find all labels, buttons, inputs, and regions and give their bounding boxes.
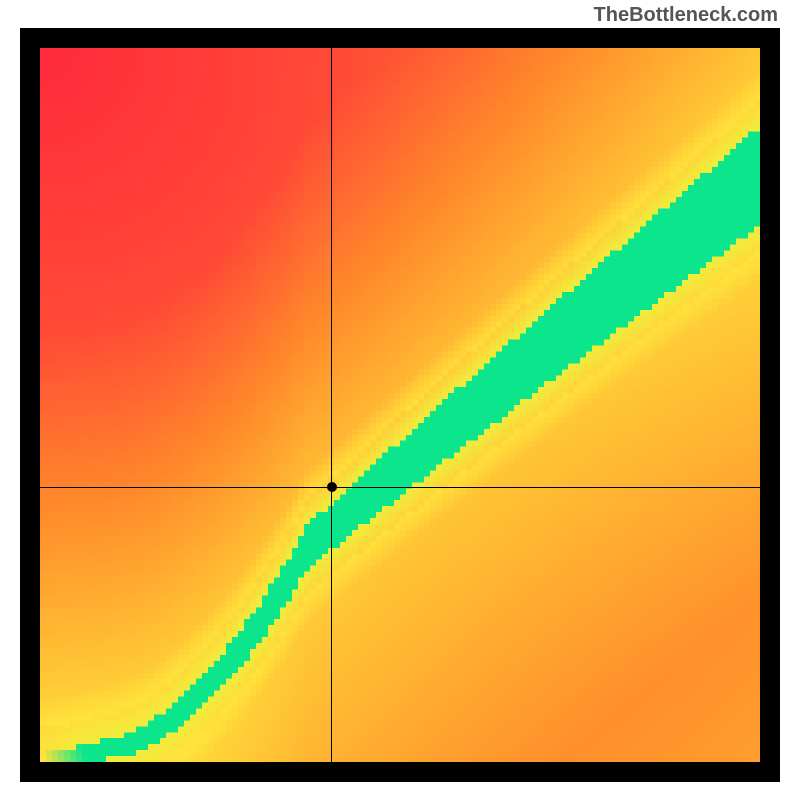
bottleneck-heatmap [40, 48, 760, 762]
frame-top [20, 28, 780, 48]
frame-left [20, 28, 40, 782]
watermark-text: TheBottleneck.com [594, 4, 778, 27]
crosshair-horizontal [40, 487, 760, 488]
frame-right [760, 28, 780, 782]
crosshair-vertical [331, 48, 332, 762]
frame-bottom [20, 762, 780, 782]
crosshair-marker [327, 482, 337, 492]
